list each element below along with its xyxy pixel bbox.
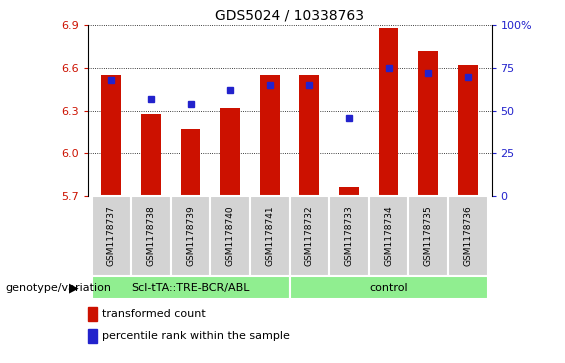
Text: GSM1178733: GSM1178733 — [345, 205, 354, 266]
Bar — [290, 276, 488, 299]
Text: GSM1178737: GSM1178737 — [107, 205, 116, 266]
Text: GSM1178740: GSM1178740 — [225, 205, 234, 266]
Bar — [92, 196, 131, 276]
Text: GSM1178732: GSM1178732 — [305, 205, 314, 266]
Bar — [458, 65, 477, 196]
Bar — [171, 196, 210, 276]
Bar — [250, 196, 290, 276]
Text: GSM1178738: GSM1178738 — [146, 205, 155, 266]
Bar — [92, 276, 290, 299]
Bar — [418, 51, 438, 196]
Bar — [369, 196, 408, 276]
Text: transformed count: transformed count — [102, 309, 206, 319]
Text: Scl-tTA::TRE-BCR/ABL: Scl-tTA::TRE-BCR/ABL — [131, 283, 250, 293]
Bar — [141, 114, 161, 196]
Text: genotype/variation: genotype/variation — [6, 283, 112, 293]
Bar — [210, 196, 250, 276]
Bar — [329, 196, 369, 276]
Bar — [88, 329, 97, 343]
Text: ▶: ▶ — [68, 281, 79, 294]
Text: GSM1178741: GSM1178741 — [265, 205, 274, 266]
Text: percentile rank within the sample: percentile rank within the sample — [102, 331, 290, 341]
Bar — [339, 188, 359, 196]
Bar — [88, 307, 97, 321]
Bar — [220, 108, 240, 196]
Text: GSM1178734: GSM1178734 — [384, 205, 393, 266]
Bar — [290, 196, 329, 276]
Bar — [379, 28, 398, 196]
Text: GSM1178739: GSM1178739 — [186, 205, 195, 266]
Bar — [299, 75, 319, 196]
Text: GSM1178735: GSM1178735 — [424, 205, 433, 266]
Title: GDS5024 / 10338763: GDS5024 / 10338763 — [215, 9, 364, 23]
Bar — [181, 129, 201, 196]
Text: GSM1178736: GSM1178736 — [463, 205, 472, 266]
Bar — [131, 196, 171, 276]
Bar — [260, 75, 280, 196]
Bar — [102, 75, 121, 196]
Bar — [448, 196, 488, 276]
Bar — [408, 196, 448, 276]
Text: control: control — [370, 283, 408, 293]
